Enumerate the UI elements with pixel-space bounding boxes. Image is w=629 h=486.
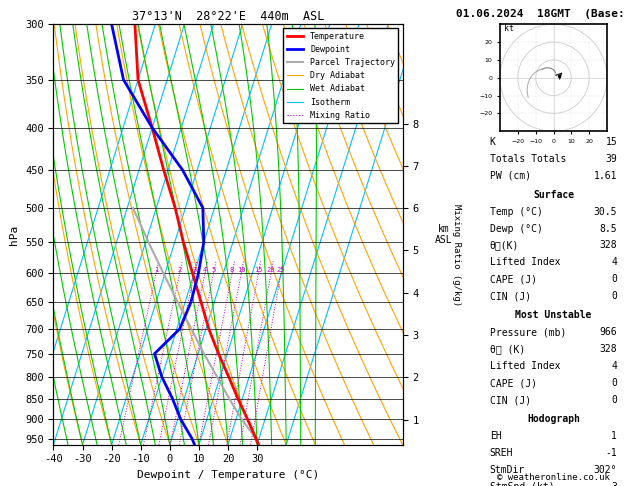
Text: 8: 8 <box>230 267 234 274</box>
Text: 4: 4 <box>203 267 207 274</box>
Text: K: K <box>490 137 496 147</box>
X-axis label: Dewpoint / Temperature (°C): Dewpoint / Temperature (°C) <box>137 470 319 480</box>
Text: 3: 3 <box>192 267 196 274</box>
Text: Most Unstable: Most Unstable <box>515 311 592 320</box>
Text: θᴇ(K): θᴇ(K) <box>490 241 520 250</box>
Text: © weatheronline.co.uk: © weatheronline.co.uk <box>497 473 610 482</box>
Title: 37°13'N  28°22'E  440m  ASL: 37°13'N 28°22'E 440m ASL <box>132 10 324 23</box>
Text: PW (cm): PW (cm) <box>490 171 531 181</box>
Text: EH: EH <box>490 431 501 441</box>
Text: 1: 1 <box>154 267 159 274</box>
Text: 20: 20 <box>267 267 276 274</box>
Text: 302°: 302° <box>594 465 617 475</box>
Legend: Temperature, Dewpoint, Parcel Trajectory, Dry Adiabat, Wet Adiabat, Isotherm, Mi: Temperature, Dewpoint, Parcel Trajectory… <box>284 29 398 123</box>
Text: StmSpd (kt): StmSpd (kt) <box>490 482 555 486</box>
Text: Dewp (°C): Dewp (°C) <box>490 224 543 233</box>
Text: 39: 39 <box>606 154 617 164</box>
Text: Lifted Index: Lifted Index <box>490 361 560 371</box>
Y-axis label: km
ASL: km ASL <box>435 224 452 245</box>
Text: 328: 328 <box>599 241 617 250</box>
Text: 8.5: 8.5 <box>599 224 617 233</box>
Text: 15: 15 <box>254 267 263 274</box>
Text: Lifted Index: Lifted Index <box>490 258 560 267</box>
Text: 5: 5 <box>211 267 216 274</box>
Text: CAPE (J): CAPE (J) <box>490 378 537 388</box>
Text: 01.06.2024  18GMT  (Base: 12): 01.06.2024 18GMT (Base: 12) <box>455 9 629 19</box>
Text: CIN (J): CIN (J) <box>490 292 531 301</box>
Text: 1.61: 1.61 <box>594 171 617 181</box>
Text: kt: kt <box>504 24 514 34</box>
Text: 2: 2 <box>177 267 182 274</box>
Text: Hodograph: Hodograph <box>527 414 580 424</box>
Text: 4: 4 <box>611 258 617 267</box>
Text: 3: 3 <box>611 482 617 486</box>
Text: 0: 0 <box>611 292 617 301</box>
Text: SREH: SREH <box>490 448 513 458</box>
Text: 25: 25 <box>277 267 285 274</box>
Text: 10: 10 <box>237 267 245 274</box>
Text: θᴇ (K): θᴇ (K) <box>490 345 525 354</box>
Text: CIN (J): CIN (J) <box>490 395 531 405</box>
Text: Totals Totals: Totals Totals <box>490 154 566 164</box>
Y-axis label: hPa: hPa <box>9 225 19 244</box>
Text: 328: 328 <box>599 345 617 354</box>
Text: Surface: Surface <box>533 190 574 200</box>
Text: 30.5: 30.5 <box>594 207 617 217</box>
Text: 0: 0 <box>611 395 617 405</box>
Text: 0: 0 <box>611 378 617 388</box>
Text: Temp (°C): Temp (°C) <box>490 207 543 217</box>
Text: Mixing Ratio (g/kg): Mixing Ratio (g/kg) <box>452 205 460 307</box>
Text: Pressure (mb): Pressure (mb) <box>490 328 566 337</box>
Text: 15: 15 <box>606 137 617 147</box>
Text: 0: 0 <box>611 275 617 284</box>
Text: -1: -1 <box>606 448 617 458</box>
Text: StmDir: StmDir <box>490 465 525 475</box>
Text: 1: 1 <box>611 431 617 441</box>
Text: CAPE (J): CAPE (J) <box>490 275 537 284</box>
Text: 4: 4 <box>611 361 617 371</box>
Text: 966: 966 <box>599 328 617 337</box>
